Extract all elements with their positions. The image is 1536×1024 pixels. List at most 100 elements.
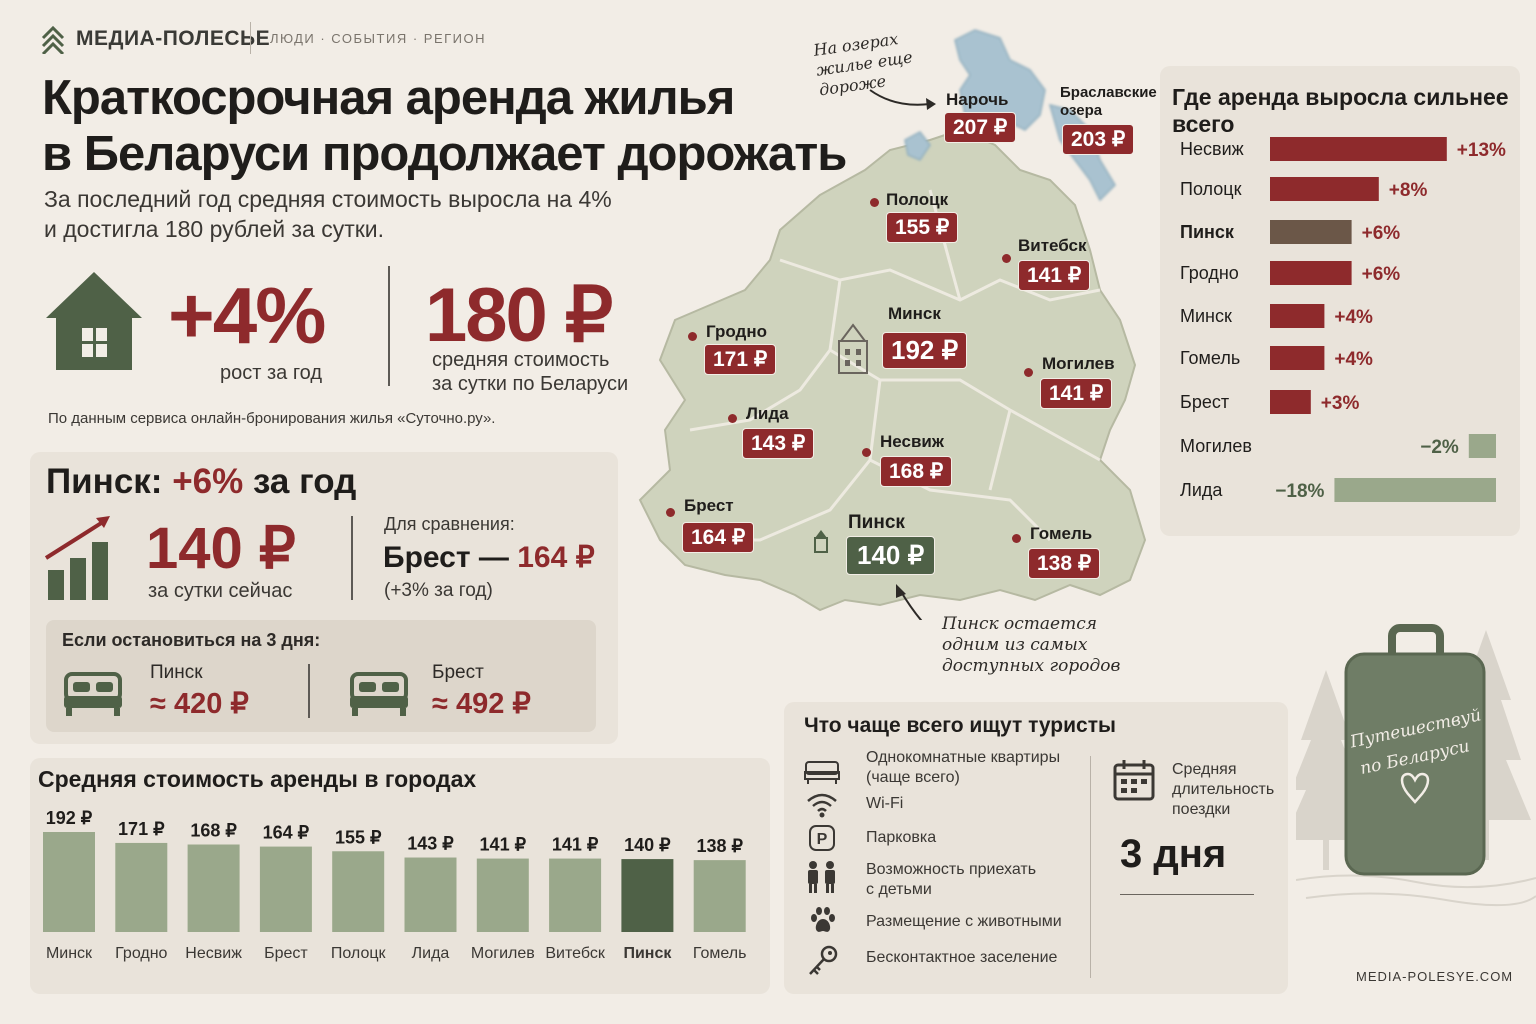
city-bar [115, 842, 168, 932]
city-bar-label: Витебск [545, 945, 605, 962]
pinsk-price-label: за сутки сейчас [148, 580, 293, 602]
tourist-item-5: Размещение с животными [866, 913, 1062, 930]
growth-chart-title: Где аренда выросла сильнее всего [1172, 84, 1509, 137]
compare-sub: (+3% за год) [384, 580, 493, 601]
map-price-grodno: 171 ₽ [704, 344, 777, 375]
tourist-item-4-line2: с детьми [866, 881, 932, 898]
pinsk-price: 140 ₽ [146, 516, 296, 581]
city-bar [43, 832, 95, 932]
stay-divider [308, 664, 310, 718]
kpi-divider [388, 266, 390, 386]
map-city-name-gomel: Гомель [1030, 524, 1093, 543]
city-price-chart: 192 ₽ Минск 171 ₽ Гродно 168 ₽ Несвиж 164 ₽ Бре… [43, 808, 746, 962]
kpi-growth-label: рост за год [220, 362, 323, 384]
map-country-shape [638, 128, 1147, 612]
page-title: Краткосрочная аренда жилья в Беларуси пр… [42, 70, 847, 182]
city-bar-value: 168 ₽ [190, 821, 237, 841]
subtitle-line-2: и достигла 180 рублей за сутки. [44, 216, 385, 242]
growth-bar [1270, 137, 1447, 161]
map-price-brest: 164 ₽ [682, 522, 755, 553]
city-bar [259, 846, 312, 932]
map-price-pinsk: 140 ₽ [846, 536, 936, 575]
city-bar-value: 143 ₽ [407, 834, 454, 854]
growth-bar-value: +8% [1389, 180, 1428, 201]
pinsk-church-icon [814, 530, 828, 553]
brand-name[interactable]: МЕДИА-ПОЛЕСЬЕ [76, 27, 271, 50]
source-note: По данным сервиса онлайн-бронирования жи… [48, 410, 496, 427]
kpi-price-label-1: средняя стоимость [432, 349, 610, 371]
city-bar-label: Брест [264, 945, 308, 962]
calendar-icon [1113, 760, 1155, 801]
city-bar-label: Лида [412, 945, 450, 962]
tourists-card [784, 702, 1288, 994]
city-bar-label: Гродно [115, 945, 167, 962]
growth-bar-value: −18% [1275, 481, 1324, 502]
growth-bar-chart: Несвиж +13% Полоцк +8% Пинск +6% Гродно +6% Минс… [1180, 137, 1506, 502]
tourist-item-1-line1: Однокомнатные квартиры [866, 749, 1061, 766]
stay-value-2: ≈ 492 ₽ [432, 688, 531, 720]
bed-icon [64, 672, 122, 716]
city-bar-value: 138 ₽ [696, 836, 743, 856]
stay-city-2: Брест [432, 662, 484, 683]
map-city-name-vitebsk: Витебск [1018, 236, 1087, 255]
city-bar-value: 164 ₽ [263, 823, 310, 843]
tourist-item-1: Однокомнатные квартиры (чаще всего) [866, 748, 1060, 788]
key-icon [809, 945, 838, 975]
city-bar-label: Могилев [471, 945, 535, 962]
stay-card [46, 620, 596, 732]
map-price-polotsk: 155 ₽ [886, 212, 959, 243]
duration-underline [1120, 894, 1254, 895]
map-dot-gomel [1012, 534, 1021, 543]
map-dot-grodno [688, 332, 697, 341]
stay-value-1: ≈ 420 ₽ [150, 688, 249, 720]
map-dot-nesvizh [862, 448, 871, 457]
suitcase-icon [1344, 624, 1486, 876]
tourist-item-2: Wi-Fi [866, 795, 904, 812]
nav-links[interactable]: ЛЮДИ · СОБЫТИЯ · РЕГИОН [270, 31, 486, 46]
growth-bar [1270, 177, 1379, 201]
bed-icon [804, 761, 840, 784]
compare-label: Для сравнения: [384, 514, 515, 534]
compare-city: Брест — [383, 541, 518, 574]
pinsk-title-city: Пинск: [46, 462, 163, 501]
duration-divider [1090, 756, 1091, 978]
brand-logo-icon [41, 25, 65, 54]
pinsk-title: Пинск: +6% за год [46, 462, 356, 502]
tourist-item-4-line1: Возможность приехать [866, 861, 1037, 878]
compare-value: Брест — 164 ₽ [383, 540, 595, 575]
bed-icon [350, 672, 408, 716]
map-city-name-polotsk: Полоцк [886, 190, 949, 209]
city-bar-value: 171 ₽ [118, 819, 165, 839]
parking-icon: P [809, 825, 835, 851]
map-price-vitebsk: 141 ₽ [1018, 260, 1091, 291]
duration-label-1: Средняя [1172, 761, 1237, 778]
kpi-growth: +4% [168, 271, 326, 360]
pinsk-note-1: Пинск остается [942, 614, 1098, 634]
family-icon [808, 861, 835, 893]
stay-city-1: Пинск [150, 662, 203, 683]
site-url[interactable]: MEDIA-POLESYE.COM [1356, 969, 1514, 984]
nav-divider [250, 22, 251, 54]
wifi-icon [807, 793, 837, 818]
growth-bar-value: +6% [1362, 264, 1401, 285]
page-subtitle: За последний год средняя стоимость вырос… [44, 184, 612, 244]
city-bar [404, 857, 457, 932]
growth-bar [1270, 346, 1325, 370]
growth-bar-label: Пинск [1180, 222, 1235, 242]
map-price-narochi: 207 ₽ [944, 112, 1017, 143]
city-chart-title: Средняя стоимость аренды в городах [38, 766, 477, 792]
kpi-price: 180 ₽ [425, 273, 613, 358]
city-bar [549, 858, 602, 932]
compare-price: 164 ₽ [517, 541, 595, 574]
pinsk-title-rest: за год [252, 462, 357, 501]
map-city-name-grodno: Гродно [706, 322, 767, 341]
map-city-name-braslav: Браславские озера [1060, 84, 1157, 120]
growth-bar-label: Гродно [1180, 263, 1239, 283]
growth-bar-label: Могилев [1180, 436, 1252, 456]
city-bar [332, 851, 385, 932]
tourist-item-6: Бесконтактное заселение [866, 949, 1058, 966]
growth-chart-icon [44, 516, 110, 600]
pinsk-note: Пинск остается одним из самых доступных … [942, 614, 1120, 677]
city-bar-label: Пинск [623, 945, 672, 962]
growth-bar-value: +4% [1334, 307, 1373, 328]
